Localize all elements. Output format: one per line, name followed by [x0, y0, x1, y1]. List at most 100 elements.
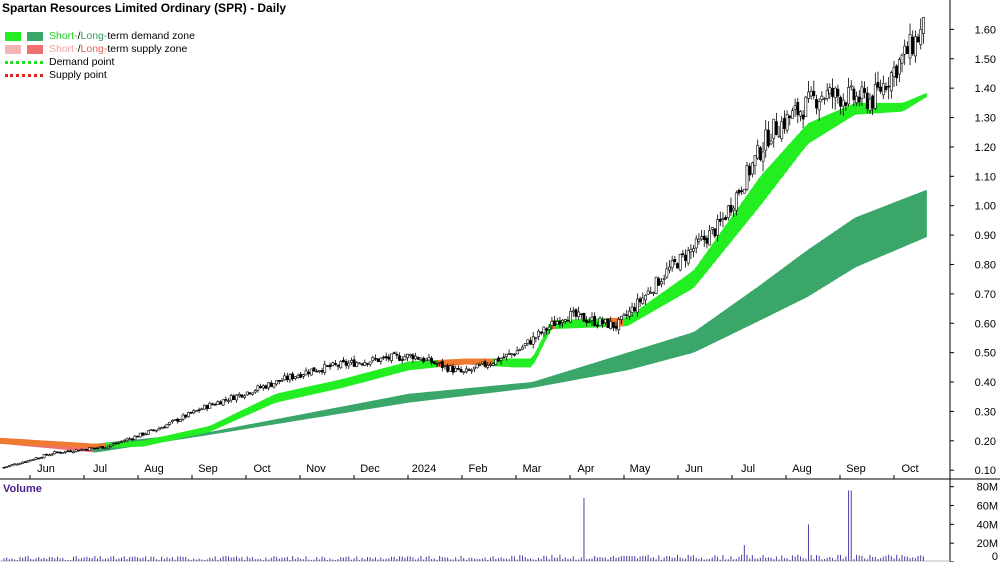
long-term-zone-segment — [812, 243, 818, 294]
candle-body — [280, 380, 284, 382]
candle-body — [665, 268, 669, 278]
candles-layer — [2, 16, 925, 469]
long-term-zone-segment — [446, 389, 452, 399]
long-term-zone-segment — [892, 201, 898, 252]
candle-body — [240, 394, 244, 398]
candle-body — [603, 318, 607, 324]
long-term-zone-segment — [235, 426, 241, 431]
long-term-zone-segment — [303, 413, 308, 420]
long-term-zone-segment — [555, 373, 561, 384]
candle-body — [10, 464, 14, 467]
candle-body — [235, 394, 238, 401]
candle-body — [756, 145, 760, 159]
candle-body — [187, 412, 190, 418]
candle-body — [761, 151, 765, 162]
long-term-zone-segment — [753, 286, 759, 324]
candle-body — [497, 357, 500, 362]
y-tick-label: 1.50 — [975, 54, 996, 66]
long-term-zone-segment — [656, 342, 662, 363]
y-tick-label: 0.20 — [975, 436, 996, 448]
candle-body — [630, 306, 634, 313]
long-term-zone-segment — [842, 223, 847, 276]
short-term-zone-segment — [631, 311, 637, 324]
candle-body — [507, 353, 511, 355]
long-term-zone-segment — [290, 415, 296, 422]
long-term-zone-segment — [522, 382, 527, 390]
candle-body — [323, 363, 327, 373]
candle-body — [820, 95, 824, 100]
candle-body — [734, 192, 738, 211]
long-term-zone-segment — [391, 396, 397, 406]
candle-body — [200, 408, 204, 411]
short-term-zone-segment — [181, 431, 186, 439]
short-term-zone-segment — [900, 101, 906, 112]
candle-body — [272, 383, 276, 388]
short-term-zone-segment — [896, 102, 902, 113]
short-term-zone-segment — [728, 215, 734, 245]
short-term-zone-segment — [383, 367, 388, 377]
short-term-zone-segment — [749, 185, 755, 219]
short-term-zone-segment — [892, 102, 898, 113]
candle-body — [69, 450, 73, 453]
candle-body — [601, 319, 605, 325]
long-term-zone-segment — [631, 349, 637, 370]
volume-y-tick-label: 60M — [977, 501, 998, 513]
long-term-zone-segment — [404, 393, 409, 404]
long-term-zone-segment — [311, 411, 317, 419]
candle-body — [459, 369, 463, 373]
candle-body — [529, 340, 532, 345]
long-term-zone-segment — [538, 378, 544, 387]
candle-body — [53, 451, 57, 455]
candle-body — [809, 90, 813, 97]
candle-body — [50, 453, 54, 456]
long-term-zone-segment — [543, 377, 548, 386]
long-term-zone-segment — [450, 389, 456, 398]
x-tick-label: Feb — [469, 463, 488, 475]
candle-body — [304, 370, 308, 376]
candle-body — [203, 404, 206, 410]
candle-body — [133, 435, 137, 441]
long-term-zone-segment — [829, 232, 835, 284]
short-term-zone-segment — [378, 368, 384, 379]
candle-body — [178, 419, 182, 422]
candle-body — [85, 449, 89, 451]
short-term-zone-segment — [913, 96, 919, 105]
short-term-zone-segment — [778, 150, 784, 182]
candle-body — [456, 368, 460, 370]
long-term-zone-segment — [425, 391, 431, 401]
short-term-zone-segment — [854, 102, 860, 115]
long-term-zone-segment — [433, 390, 439, 400]
short-term-zone-segment — [164, 435, 170, 442]
candle-body — [144, 433, 148, 436]
long-term-zone-segment — [467, 387, 473, 396]
candle-body — [681, 253, 685, 255]
candle-body — [799, 111, 802, 117]
candle-body — [211, 403, 214, 406]
candle-body — [40, 457, 43, 459]
long-term-zone-segment — [357, 402, 363, 411]
candle-body — [221, 399, 225, 406]
candle-body — [574, 309, 578, 317]
short-term-zone-segment — [787, 141, 793, 171]
x-tick-label: 2024 — [412, 463, 436, 475]
long-term-zone-segment — [416, 392, 422, 402]
candle-body — [868, 98, 872, 111]
short-term-zone-segment — [189, 429, 195, 437]
candle-body — [88, 447, 91, 451]
candle-body — [863, 88, 867, 93]
volume-layer — [3, 490, 924, 561]
candle-body — [424, 358, 428, 361]
long-term-zone-segment — [745, 292, 751, 328]
short-term-zone-segment — [825, 113, 831, 134]
long-term-zone-segment — [492, 385, 498, 393]
candle-body — [841, 99, 845, 107]
short-demand-swatch — [5, 32, 21, 41]
long-term-zone-segment — [387, 397, 393, 407]
candle-body — [384, 356, 388, 359]
candle-body — [5, 466, 9, 468]
candle-body — [919, 29, 923, 45]
candle-body — [168, 421, 172, 425]
short-term-zone-segment — [134, 441, 140, 447]
candle-body — [777, 135, 781, 138]
candle-body — [26, 459, 30, 463]
